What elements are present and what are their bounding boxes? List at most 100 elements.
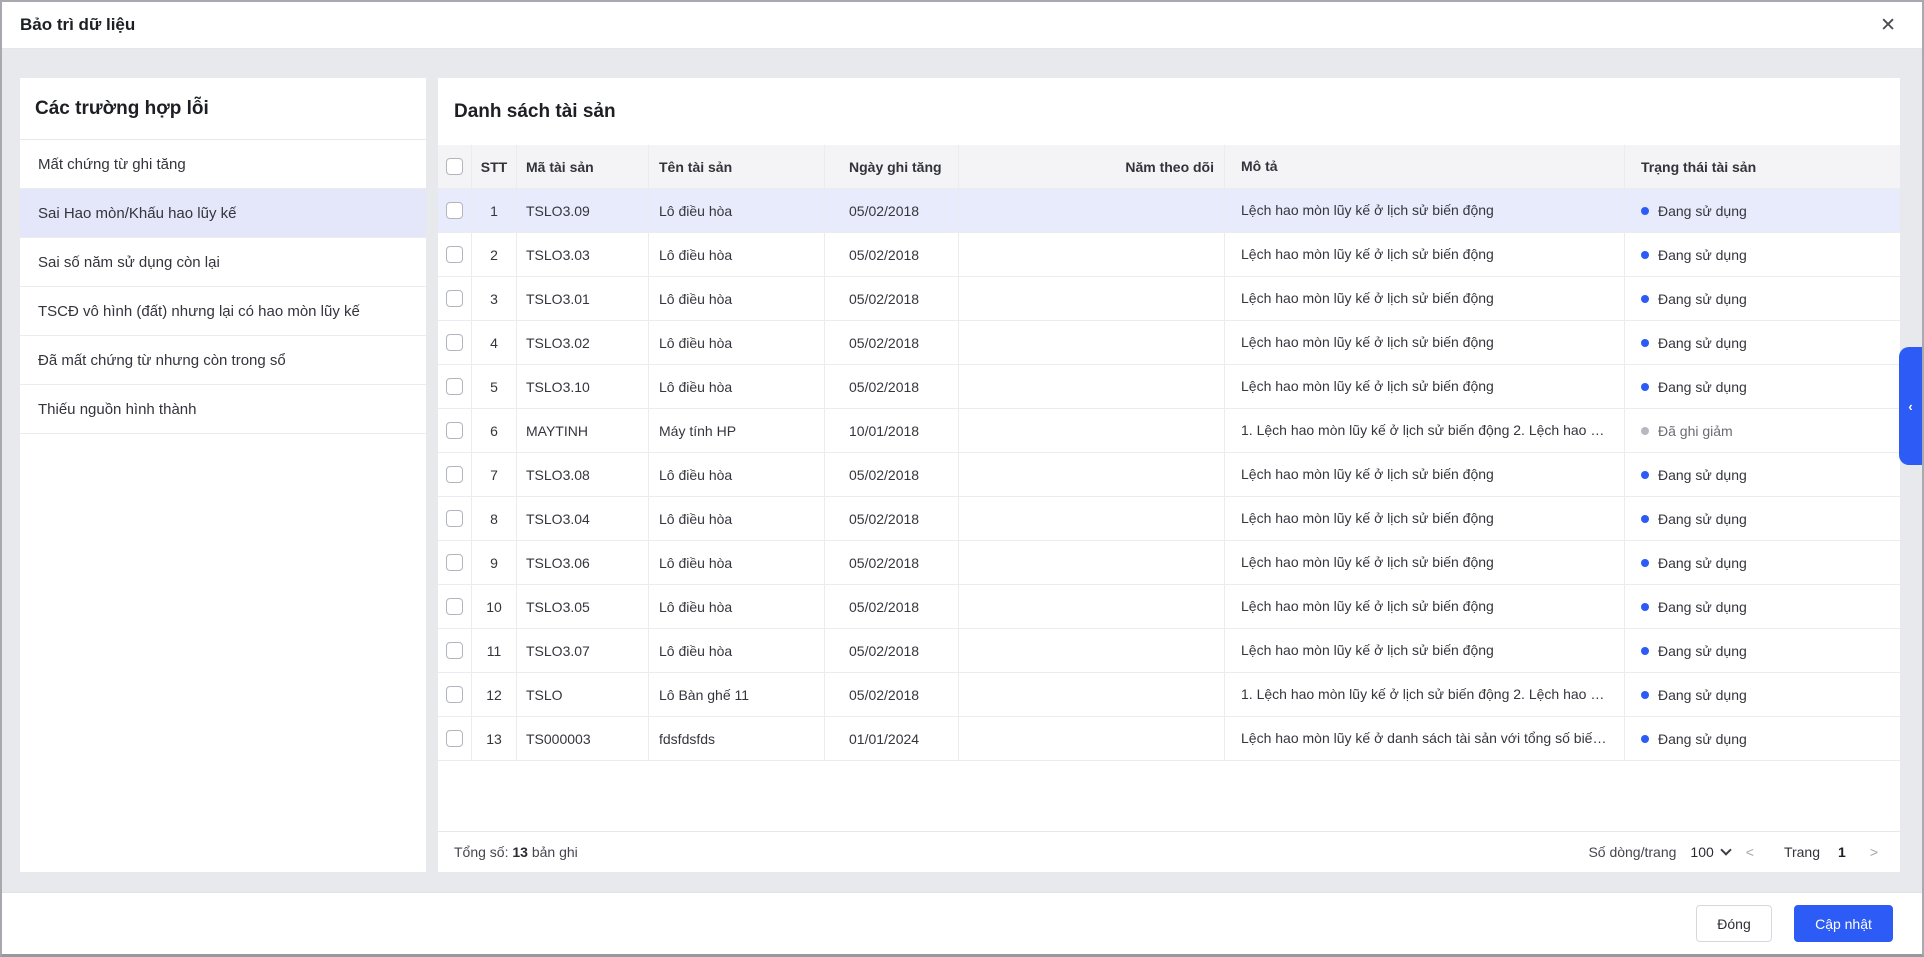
status-dot-icon (1641, 382, 1649, 391)
rows-per-page-value: 100 (1690, 844, 1714, 860)
cell-desc: Lệch hao mòn lũy kế ở lịch sử biến động (1225, 453, 1625, 497)
table-row[interactable]: 6 MAYTINH Máy tính HP 10/01/2018 1. Lệch… (438, 409, 1900, 453)
table-row[interactable]: 2 TSLO3.03 Lô điều hòa 05/02/2018 Lệch h… (438, 233, 1900, 277)
row-checkbox[interactable] (446, 730, 463, 747)
prev-page-button[interactable]: < (1745, 844, 1754, 860)
row-checkbox[interactable] (446, 246, 463, 263)
total-value: 13 (512, 844, 528, 860)
modal-body: Các trường hợp lỗi Mất chứng từ ghi tăng… (2, 49, 1922, 892)
cell-status: Đang sử dụng (1625, 321, 1900, 365)
cell-desc: 1. Lệch hao mòn lũy kế ở lịch sử biến độ… (1225, 409, 1625, 453)
cell-date: 05/02/2018 (825, 585, 959, 629)
cell-date: 05/02/2018 (825, 321, 959, 365)
row-checkbox-cell (438, 189, 472, 233)
rows-per-page-select[interactable]: 100 (1690, 844, 1732, 860)
row-checkbox-cell (438, 541, 472, 585)
table-row[interactable]: 9 TSLO3.06 Lô điều hòa 05/02/2018 Lệch h… (438, 541, 1900, 585)
cell-date: 01/01/2024 (825, 717, 959, 761)
cell-year (959, 189, 1225, 233)
cell-date: 05/02/2018 (825, 673, 959, 717)
cell-name: fdsfdsfds (649, 717, 825, 761)
col-header-stt: STT (472, 145, 517, 189)
table-row[interactable]: 5 TSLO3.10 Lô điều hòa 05/02/2018 Lệch h… (438, 365, 1900, 409)
cell-code: TSLO (517, 673, 649, 717)
table-row[interactable]: 1 TSLO3.09 Lô điều hòa 05/02/2018 Lệch h… (438, 189, 1900, 233)
row-checkbox-cell (438, 453, 472, 497)
cell-code: TSLO3.09 (517, 189, 649, 233)
row-checkbox-cell (438, 585, 472, 629)
cell-name: Lô điều hòa (649, 497, 825, 541)
status-dot-icon (1641, 426, 1649, 435)
table-row[interactable]: 7 TSLO3.08 Lô điều hòa 05/02/2018 Lệch h… (438, 453, 1900, 497)
cell-name: Lô điều hòa (649, 453, 825, 497)
update-button[interactable]: Cập nhật (1794, 905, 1893, 942)
cell-status: Đang sử dụng (1625, 497, 1900, 541)
close-icon[interactable]: ✕ (1880, 14, 1896, 36)
status-dot-icon (1641, 338, 1649, 347)
cell-stt: 3 (472, 277, 517, 321)
next-page-button[interactable]: > (1869, 844, 1878, 860)
page-number: 1 (1838, 844, 1846, 860)
collapse-panel-tab[interactable]: ‹ (1899, 347, 1922, 465)
table-row[interactable]: 12 TSLO Lô Bàn ghế 11 05/02/2018 1. Lệch… (438, 673, 1900, 717)
cell-code: MAYTINH (517, 409, 649, 453)
close-button[interactable]: Đóng (1696, 905, 1772, 942)
cell-stt: 13 (472, 717, 517, 761)
cell-status: Đang sử dụng (1625, 233, 1900, 277)
row-checkbox[interactable] (446, 642, 463, 659)
row-checkbox[interactable] (446, 202, 463, 219)
sidebar-item[interactable]: TSCĐ vô hình (đất) nhưng lại có hao mòn … (20, 287, 426, 336)
table-row[interactable]: 8 TSLO3.04 Lô điều hòa 05/02/2018 Lệch h… (438, 497, 1900, 541)
row-checkbox[interactable] (446, 510, 463, 527)
cell-date: 05/02/2018 (825, 629, 959, 673)
row-checkbox[interactable] (446, 422, 463, 439)
table-row[interactable]: 3 TSLO3.01 Lô điều hòa 05/02/2018 Lệch h… (438, 277, 1900, 321)
sidebar-item[interactable]: Mất chứng từ ghi tăng (20, 140, 426, 189)
col-header-year: Năm theo dõi (959, 145, 1225, 189)
error-cases-title: Các trường hợp lỗi (20, 78, 426, 140)
sidebar-item[interactable]: Đã mất chứng từ nhưng còn trong sổ (20, 336, 426, 385)
cell-desc: Lệch hao mòn lũy kế ở lịch sử biến động (1225, 277, 1625, 321)
cell-code: TSLO3.08 (517, 453, 649, 497)
asset-list-panel: Danh sách tài sản STT Mã tài sản Tên tài… (438, 78, 1900, 872)
col-header-date: Ngày ghi tăng (825, 145, 959, 189)
cell-status: Đang sử dụng (1625, 673, 1900, 717)
cell-desc: Lệch hao mòn lũy kế ở lịch sử biến động (1225, 585, 1625, 629)
cell-code: TSLO3.10 (517, 365, 649, 409)
chevron-left-icon: ‹ (1908, 398, 1913, 414)
table-row[interactable]: 11 TSLO3.07 Lô điều hòa 05/02/2018 Lệch … (438, 629, 1900, 673)
row-checkbox[interactable] (446, 334, 463, 351)
sidebar-item[interactable]: Thiếu nguồn hình thành (20, 385, 426, 434)
cell-year (959, 629, 1225, 673)
select-all-checkbox-cell (438, 145, 472, 189)
row-checkbox[interactable] (446, 466, 463, 483)
cell-date: 05/02/2018 (825, 453, 959, 497)
cell-code: TSLO3.05 (517, 585, 649, 629)
chevron-down-icon (1720, 844, 1732, 856)
cell-year (959, 717, 1225, 761)
cell-code: TSLO3.02 (517, 321, 649, 365)
row-checkbox-cell (438, 673, 472, 717)
row-checkbox[interactable] (446, 290, 463, 307)
cell-year (959, 585, 1225, 629)
cell-desc: Lệch hao mòn lũy kế ở lịch sử biến động (1225, 365, 1625, 409)
select-all-checkbox[interactable] (446, 158, 463, 175)
row-checkbox-cell (438, 321, 472, 365)
table-row[interactable]: 10 TSLO3.05 Lô điều hòa 05/02/2018 Lệch … (438, 585, 1900, 629)
cell-stt: 2 (472, 233, 517, 277)
sidebar-item[interactable]: Sai Hao mòn/Khấu hao lũy kế (20, 189, 426, 238)
row-checkbox[interactable] (446, 554, 463, 571)
row-checkbox[interactable] (446, 598, 463, 615)
status-label: Đang sử dụng (1658, 730, 1747, 747)
cell-desc: Lệch hao mòn lũy kế ở lịch sử biến động (1225, 497, 1625, 541)
row-checkbox[interactable] (446, 378, 463, 395)
cell-date: 05/02/2018 (825, 365, 959, 409)
error-cases-list: Mất chứng từ ghi tăng Sai Hao mòn/Khấu ha… (20, 140, 426, 434)
table-row[interactable]: 13 TS000003 fdsfdsfds 01/01/2024 Lệch ha… (438, 717, 1900, 761)
table-row[interactable]: 4 TSLO3.02 Lô điều hòa 05/02/2018 Lệch h… (438, 321, 1900, 365)
sidebar-item[interactable]: Sai số năm sử dụng còn lại (20, 238, 426, 287)
status-dot-icon (1641, 206, 1649, 215)
cell-status: Đang sử dụng (1625, 541, 1900, 585)
row-checkbox[interactable] (446, 686, 463, 703)
status-label: Đang sử dụng (1658, 334, 1747, 351)
